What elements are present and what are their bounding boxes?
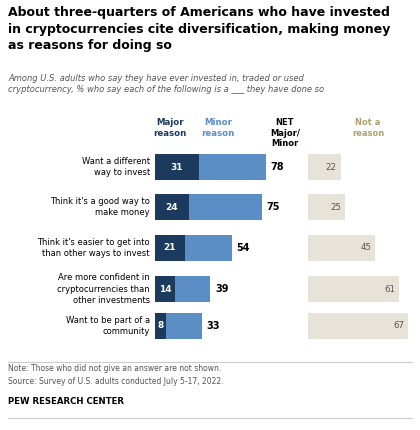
Text: 25: 25 <box>330 203 341 212</box>
Text: NET
Major/
Minor: NET Major/ Minor <box>270 118 300 148</box>
Bar <box>185 235 232 261</box>
Text: 54: 54 <box>237 243 250 253</box>
Text: Think it's a good way to
make money: Think it's a good way to make money <box>50 197 150 217</box>
Text: 33: 33 <box>207 321 220 331</box>
Text: Note: Those who did not give an answer are not shown.
Source: Survey of U.S. adu: Note: Those who did not give an answer a… <box>8 364 223 386</box>
Bar <box>175 276 210 302</box>
Bar <box>308 235 375 261</box>
Bar <box>308 154 341 180</box>
Text: 22: 22 <box>326 163 337 172</box>
Text: 78: 78 <box>271 162 284 172</box>
Text: 21: 21 <box>164 243 176 252</box>
Text: Not a
reason: Not a reason <box>352 118 384 138</box>
Bar <box>189 194 262 220</box>
Text: Want a different
way to invest: Want a different way to invest <box>82 157 150 177</box>
Text: Are more confident in
cryptocurrencies than
other investments: Are more confident in cryptocurrencies t… <box>58 273 150 304</box>
Bar <box>155 235 185 261</box>
Text: Among U.S. adults who say they have ever invested in, traded or used
cryptocurre: Among U.S. adults who say they have ever… <box>8 74 324 95</box>
Text: 45: 45 <box>360 243 371 252</box>
Bar <box>155 154 199 180</box>
Text: PEW RESEARCH CENTER: PEW RESEARCH CENTER <box>8 397 124 406</box>
Bar <box>155 194 189 220</box>
Text: 61: 61 <box>384 285 395 294</box>
Text: 8: 8 <box>158 322 164 331</box>
Text: Minor
reason: Minor reason <box>201 118 235 138</box>
Text: Want to be part of a
community: Want to be part of a community <box>66 316 150 336</box>
Text: 31: 31 <box>171 163 183 172</box>
Text: 67: 67 <box>393 322 404 331</box>
Text: About three-quarters of Americans who have invested
in cryptocurrencies cite div: About three-quarters of Americans who ha… <box>8 6 390 52</box>
Text: 75: 75 <box>267 202 280 212</box>
Bar <box>155 276 175 302</box>
Text: Think it's easier to get into
than other ways to invest: Think it's easier to get into than other… <box>37 238 150 258</box>
Bar <box>166 313 202 339</box>
Text: Major
reason: Major reason <box>153 118 186 138</box>
Text: 24: 24 <box>166 203 178 212</box>
Text: 39: 39 <box>215 284 229 294</box>
Bar <box>308 276 399 302</box>
Text: 14: 14 <box>159 285 171 294</box>
Bar <box>308 313 408 339</box>
Bar <box>308 194 345 220</box>
Bar <box>199 154 266 180</box>
Bar <box>155 313 166 339</box>
